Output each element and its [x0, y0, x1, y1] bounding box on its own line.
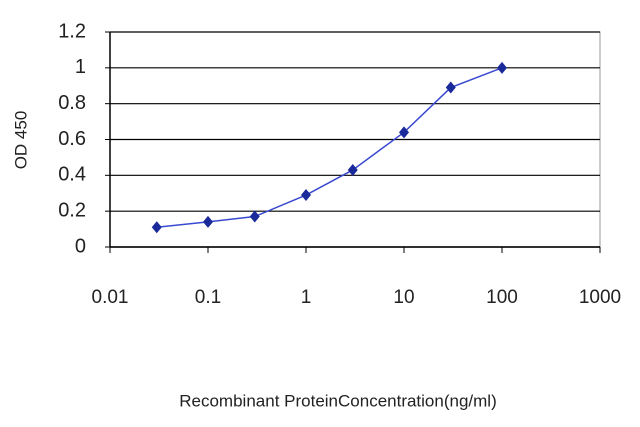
data-point	[151, 221, 162, 234]
data-point	[203, 215, 213, 228]
x-tick-label: 0.01	[92, 287, 129, 308]
x-tick-label: 1	[301, 287, 312, 308]
x-tick-label: 1000	[579, 287, 621, 308]
data-point	[497, 61, 507, 74]
data-point	[399, 126, 409, 139]
y-tick-label: 1	[75, 56, 86, 78]
data-point	[347, 163, 358, 176]
data-point	[249, 210, 260, 223]
x-tick-label: 10	[393, 287, 414, 308]
data-line	[156, 67, 503, 229]
x-axis-title: Recombinant ProteinConcentration(ng/ml)	[179, 391, 497, 410]
data-point	[445, 81, 456, 94]
x-tick-label: 0.1	[195, 287, 221, 308]
data-point	[301, 189, 311, 202]
y-tick-label: 0.4	[58, 164, 86, 186]
y-tick-label: 0	[75, 235, 86, 257]
y-axis-title: OD 450	[11, 111, 30, 170]
y-tick-label: 0.8	[58, 92, 86, 114]
x-tick-label: 100	[486, 287, 518, 308]
y-tick-label: 0.2	[58, 199, 86, 221]
y-tick-label: 0.6	[58, 128, 86, 150]
y-tick-label: 1.2	[58, 20, 86, 42]
